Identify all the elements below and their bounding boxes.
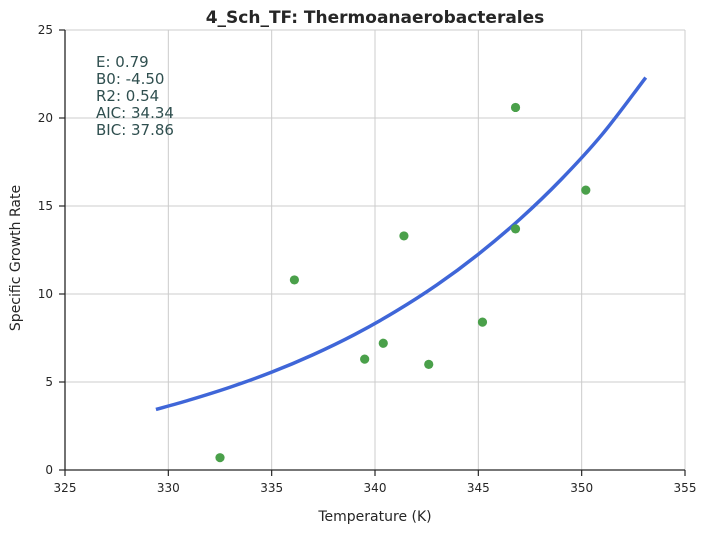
fit-curve-layer	[155, 76, 648, 412]
stat-line: B0: -4.50	[96, 70, 164, 88]
data-point	[289, 275, 299, 285]
data-point	[510, 224, 521, 234]
x-tick-label: 355	[674, 481, 697, 495]
y-axis-label: Specific Growth Rate	[8, 185, 24, 331]
data-point	[399, 231, 409, 241]
stat-line: E: 0.79	[96, 53, 149, 71]
stat-line: R2: 0.54	[96, 87, 159, 105]
x-tick-label: 335	[260, 481, 283, 495]
scatter-points	[215, 102, 591, 463]
data-point	[360, 354, 370, 364]
stat-line: AIC: 34.34	[96, 104, 174, 122]
stat-line: BIC: 37.86	[96, 121, 174, 139]
y-tick-label: 10	[38, 287, 53, 301]
chart-title: 4_Sch_TF: Thermoanaerobacterales	[206, 8, 545, 28]
fit-curve	[155, 76, 648, 412]
x-ticks: 325 330 335 340 345 350 355	[54, 470, 697, 495]
y-tick-label: 5	[45, 375, 53, 389]
y-tick-label: 20	[38, 111, 53, 125]
data-point	[581, 185, 591, 195]
y-tick-label: 0	[45, 463, 53, 477]
data-point	[424, 359, 434, 369]
x-tick-label: 340	[364, 481, 387, 495]
x-tick-label: 330	[157, 481, 180, 495]
data-point	[477, 317, 488, 327]
x-tick-label: 345	[467, 481, 490, 495]
data-point	[510, 102, 521, 113]
x-tick-label: 325	[54, 481, 77, 495]
y-tick-label: 25	[38, 23, 53, 37]
x-tick-label: 350	[570, 481, 593, 495]
data-point	[378, 338, 388, 348]
data-point	[215, 453, 225, 463]
y-ticks: 0 5 10 15 20 25	[38, 23, 65, 477]
y-tick-label: 15	[38, 199, 53, 213]
x-axis-label: Temperature (K)	[317, 509, 431, 525]
